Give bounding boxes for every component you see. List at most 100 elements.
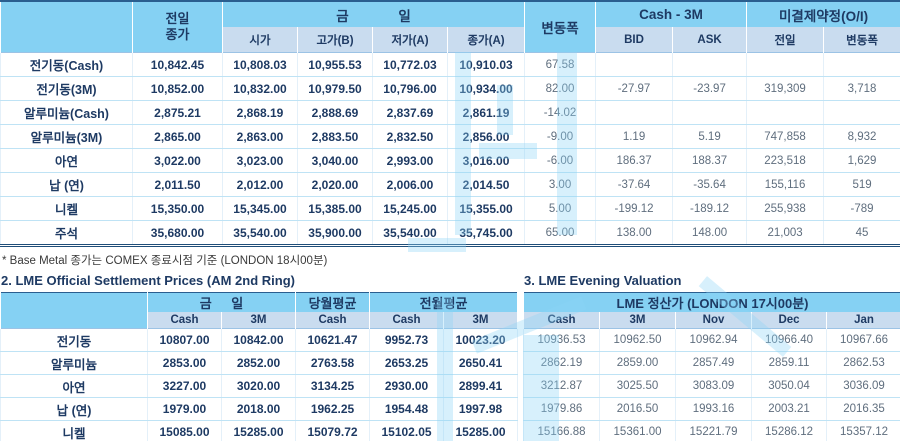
value-cell: -14.02 — [524, 100, 597, 125]
t2-corner-cell — [0, 292, 148, 329]
value-cell: 155,116 — [746, 172, 825, 197]
value-cell: 15361.00 — [599, 420, 677, 441]
value-cell: 1993.16 — [675, 397, 753, 421]
base-metal-price-table: 전일 종가 금 일 변동폭 Cash - 3M 미결제약정(O/I) 시가 고가… — [0, 0, 900, 247]
value-cell: -35.64 — [672, 172, 748, 197]
value-cell: 10,979.50 — [297, 76, 373, 101]
t3-subheader: Dec — [751, 312, 828, 329]
t1-corner-cell — [0, 1, 133, 53]
value-cell: 10621.47 — [295, 328, 371, 352]
value-cell: 223,518 — [746, 148, 825, 173]
t1-header-oi-prev: 전일 — [746, 27, 825, 53]
value-cell: 35,745.00 — [446, 220, 526, 246]
value-cell: -199.12 — [595, 196, 674, 221]
value-cell: 2,837.69 — [372, 100, 448, 125]
settlement-table: 금 일 당월평균 전월평균 Cash 3M Cash Cash 3M 전기동 10… — [0, 292, 519, 441]
metal-name-cell: 아연 — [0, 374, 148, 398]
value-cell: 15,350.00 — [132, 196, 223, 221]
value-cell: 10936.53 — [523, 328, 601, 352]
value-cell: 15285.00 — [220, 420, 297, 441]
value-cell: 3050.04 — [751, 374, 828, 398]
value-cell: 10,955.53 — [297, 52, 373, 77]
metal-name-cell: 아연 — [0, 148, 133, 173]
value-cell: 15221.79 — [675, 420, 753, 441]
value-cell: 15286.12 — [751, 420, 828, 441]
metal-name-cell: 전기동(Cash) — [0, 52, 133, 77]
value-cell: 2763.58 — [295, 351, 371, 375]
value-cell: 3020.00 — [220, 374, 297, 398]
metal-name-cell: 니켈 — [0, 196, 133, 221]
value-cell: 35,540.00 — [222, 220, 298, 246]
value-cell — [595, 52, 674, 77]
value-cell: 2,020.00 — [297, 172, 373, 197]
value-cell: 3227.00 — [147, 374, 222, 398]
value-cell: 10023.20 — [443, 328, 519, 352]
value-cell: 15102.05 — [369, 420, 445, 441]
evening-valuation-section: 3. LME Evening Valuation LME 정산가 (LONDON… — [523, 271, 900, 441]
value-cell: 2650.41 — [443, 351, 519, 375]
value-cell: 10,852.00 — [132, 76, 223, 101]
value-cell — [672, 100, 748, 125]
value-cell: 2018.00 — [220, 397, 297, 421]
settlement-section: 2. LME Official Settlement Prices (AM 2n… — [0, 271, 519, 441]
t1-body: 전기동(Cash) 10,842.45 10,808.03 10,955.53 10,7… — [0, 52, 900, 246]
t1-header-prev-line2: 종가 — [165, 27, 190, 42]
value-cell: 2,856.00 — [446, 124, 526, 149]
table-row: 납 (연) 2,011.50 2,012.00 2,020.00 2,006.00 2,0… — [0, 172, 900, 197]
t2-body: 전기동 10807.00 10842.00 10621.47 9952.73 10023.… — [0, 328, 519, 441]
evening-valuation-title: 3. LME Evening Valuation — [524, 273, 682, 288]
t2-header-month-avg: 당월평균 — [295, 292, 371, 312]
value-cell: 10807.00 — [147, 328, 222, 352]
t3-header: LME 정산가 (LONDON 17시00분) Cash 3M Nov Dec … — [523, 292, 900, 329]
value-cell: 2,875.21 — [132, 100, 223, 125]
value-cell: 2,006.00 — [372, 172, 448, 197]
value-cell: 67.58 — [524, 52, 597, 77]
value-cell: 2,014.50 — [446, 172, 526, 197]
settlement-title: 2. LME Official Settlement Prices (AM 2n… — [1, 273, 295, 288]
metal-name-cell: 니켈 — [0, 420, 148, 441]
metal-name-cell: 주석 — [0, 220, 133, 246]
value-cell: 10842.00 — [220, 328, 297, 352]
value-cell: 188.37 — [672, 148, 748, 173]
table-row: 알루미늄 2853.00 2852.00 2763.58 2653.25 2650.41 — [0, 351, 519, 375]
value-cell: 10,772.03 — [372, 52, 448, 77]
value-cell: 15079.72 — [295, 420, 371, 441]
table-row: 아연 3227.00 3020.00 3134.25 2930.00 2899.41 — [0, 374, 519, 398]
value-cell: 1.19 — [595, 124, 674, 149]
value-cell: 2862.19 — [523, 351, 601, 375]
value-cell — [823, 52, 900, 77]
value-cell: 1997.98 — [443, 397, 519, 421]
value-cell: 3,023.00 — [222, 148, 298, 173]
t2-header-today-group: 금 일 — [146, 292, 297, 312]
value-cell: 3025.50 — [599, 374, 677, 398]
value-cell: 45 — [823, 220, 900, 246]
value-cell: 2852.00 — [220, 351, 297, 375]
value-cell: 10,842.45 — [132, 52, 223, 77]
metal-name-cell: 전기동 — [0, 328, 148, 352]
value-cell: 2653.25 — [369, 351, 445, 375]
value-cell: -189.12 — [672, 196, 748, 221]
t3-subheader: Nov — [675, 312, 753, 329]
metal-name-cell: 납 (연) — [0, 172, 133, 197]
evening-valuation-table: LME 정산가 (LONDON 17시00분) Cash 3M Nov Dec … — [523, 292, 900, 441]
value-cell — [746, 52, 825, 77]
t1-header-today-group: 금 일 — [221, 1, 526, 27]
value-cell: 3036.09 — [826, 374, 900, 398]
value-cell: -9.00 — [524, 124, 597, 149]
table-row: 니켈 15085.00 15285.00 15079.72 15102.05 15285.… — [0, 420, 519, 441]
value-cell: 10,832.00 — [222, 76, 298, 101]
t1-header-ask: ASK — [672, 27, 748, 53]
value-cell: -23.97 — [672, 76, 748, 101]
value-cell: 519 — [823, 172, 900, 197]
value-cell: 1979.00 — [147, 397, 222, 421]
value-cell: 2,863.00 — [222, 124, 298, 149]
value-cell: 138.00 — [595, 220, 674, 246]
value-cell: 2930.00 — [369, 374, 445, 398]
t1-header-bid: BID — [595, 27, 674, 53]
value-cell: 2,832.50 — [372, 124, 448, 149]
t1-header-prev-close: 전일 종가 — [132, 1, 223, 53]
value-cell: -37.64 — [595, 172, 674, 197]
value-cell: 3134.25 — [295, 374, 371, 398]
value-cell: 1979.86 — [523, 397, 601, 421]
value-cell: 15357.12 — [826, 420, 900, 441]
